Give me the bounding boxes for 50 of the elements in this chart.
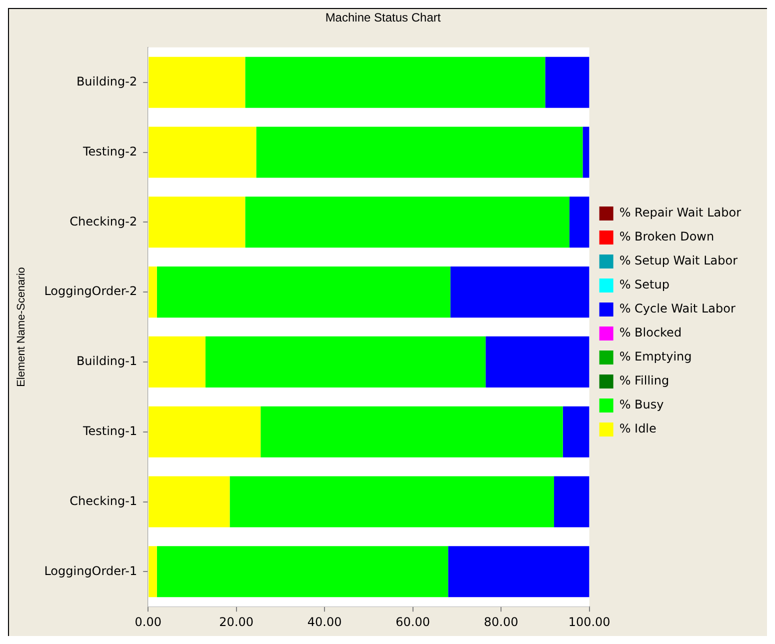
bar bbox=[148, 196, 246, 248]
bar bbox=[448, 546, 590, 598]
y-tick-label: LoggingOrder-2 bbox=[44, 284, 138, 298]
legend-label: % Filling bbox=[619, 374, 670, 388]
chart-title: Machine Status Chart bbox=[325, 10, 442, 25]
bar bbox=[562, 406, 590, 458]
bar bbox=[148, 56, 246, 108]
x-tick-label: 40.00 bbox=[307, 614, 342, 629]
bar bbox=[148, 266, 157, 318]
bar bbox=[545, 56, 590, 108]
legend-label: % Broken Down bbox=[619, 230, 714, 244]
x-tick-label: 0.00 bbox=[134, 614, 162, 629]
bar bbox=[260, 406, 563, 458]
legend-label: % Blocked bbox=[619, 326, 682, 340]
bar bbox=[245, 196, 570, 248]
bar bbox=[450, 266, 590, 318]
bar bbox=[205, 336, 486, 388]
y-tick-label: Checking-1 bbox=[70, 494, 138, 508]
legend-label: % Setup bbox=[619, 278, 670, 292]
bar bbox=[569, 196, 590, 248]
bar bbox=[554, 476, 590, 528]
y-tick-label: Checking-2 bbox=[70, 214, 138, 228]
x-tick-label: 60.00 bbox=[396, 614, 430, 629]
y-tick-label: Building-1 bbox=[76, 354, 138, 368]
bar bbox=[230, 476, 554, 528]
legend-label: % Idle bbox=[619, 422, 656, 436]
bar bbox=[582, 126, 590, 178]
bar bbox=[156, 266, 450, 318]
bar bbox=[148, 336, 206, 388]
y-tick-label: Building-2 bbox=[76, 74, 138, 88]
x-tick-label: 100.00 bbox=[568, 614, 610, 629]
bar bbox=[148, 406, 261, 458]
x-tick-label: 80.00 bbox=[484, 614, 518, 629]
bar bbox=[256, 126, 583, 178]
bar bbox=[148, 546, 157, 598]
bar bbox=[156, 546, 448, 598]
bar bbox=[148, 126, 256, 178]
y-tick-label: LoggingOrder-1 bbox=[44, 564, 138, 578]
y-tick-label: Testing-2 bbox=[82, 144, 138, 158]
bar bbox=[486, 336, 590, 388]
legend-label: % Cycle Wait Labor bbox=[619, 302, 736, 316]
y-tick-label: Testing-1 bbox=[82, 424, 138, 438]
legend-label: % Repair Wait Labor bbox=[619, 206, 742, 220]
legend-label: % Emptying bbox=[619, 350, 692, 364]
x-tick-label: 20.00 bbox=[219, 614, 254, 629]
legend-label: % Setup Wait Labor bbox=[619, 254, 738, 268]
bar bbox=[245, 56, 546, 108]
bar bbox=[148, 476, 230, 528]
y-axis-title: Element Name-Scenario bbox=[16, 267, 28, 387]
legend-label: % Busy bbox=[619, 398, 664, 412]
